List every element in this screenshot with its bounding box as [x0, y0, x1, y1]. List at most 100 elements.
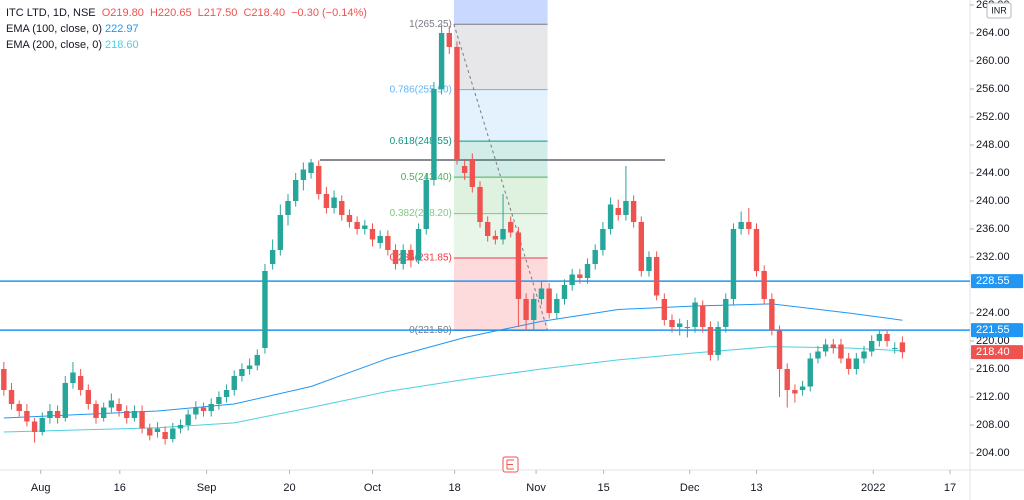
candle-body	[269, 249, 276, 264]
x-tick-label: 18	[449, 482, 461, 494]
candle-body	[16, 403, 22, 411]
x-tick-label: Sep	[197, 482, 217, 494]
candle-body	[85, 389, 92, 404]
y-tick-label: 236.00	[976, 223, 1010, 235]
candle-body	[531, 298, 537, 320]
candle-body	[116, 403, 122, 411]
fib-zone	[453, 177, 548, 214]
price-label-box	[971, 274, 1023, 289]
candle-body	[300, 169, 307, 180]
candle-body	[484, 221, 491, 236]
candle-body	[822, 344, 829, 352]
candle-body	[700, 305, 706, 327]
currency-box[interactable]	[986, 2, 1012, 19]
candle-body	[845, 358, 852, 369]
y-tick-label: 260.00	[976, 55, 1010, 67]
symbol-row: ITC LTD, 1D, NSE O219.80 H220.65 L217.50…	[6, 5, 370, 21]
candle-body	[508, 221, 514, 233]
candle-body	[876, 333, 883, 341]
candle-body	[47, 410, 53, 418]
candle-body	[323, 193, 330, 208]
candle-body	[24, 410, 30, 422]
ema-value: 222.97	[105, 23, 139, 35]
candle-body	[346, 214, 353, 222]
candle-body	[446, 32, 452, 47]
candle-body	[423, 179, 429, 229]
candle-body	[316, 165, 322, 194]
ema-value: 218.60	[105, 39, 139, 51]
candle-body	[70, 372, 76, 383]
candle-body	[254, 354, 260, 366]
y-tick-label: 248.00	[976, 139, 1010, 151]
candle-body	[292, 179, 299, 201]
candle-body	[262, 270, 268, 348]
y-tick-label: 256.00	[976, 83, 1010, 95]
candle-body	[815, 351, 821, 359]
candle-body	[861, 351, 867, 359]
candle-body	[853, 358, 860, 369]
candle-body	[93, 403, 99, 418]
candle-body	[216, 396, 222, 404]
ema-name: EMA (100, close, 0)	[6, 23, 102, 35]
candle-body	[676, 323, 683, 327]
candle-body	[185, 414, 191, 425]
candle-body	[792, 389, 798, 394]
candle-body	[8, 389, 15, 404]
ema-legend-row: EMA (100, close, 0) 222.97	[6, 21, 370, 37]
symbol: ITC LTD, 1D, NSE	[6, 7, 96, 19]
candle-body	[538, 288, 545, 299]
candle-body	[692, 302, 698, 327]
candle-body	[339, 200, 345, 215]
candle-body	[592, 249, 598, 264]
candle-body	[884, 333, 890, 341]
x-tick-label: 2022	[861, 482, 885, 494]
candle-body	[400, 249, 406, 264]
fib-label: 1(265.25)	[409, 19, 452, 30]
x-tick-label: 16	[114, 482, 126, 494]
x-tick-label: 15	[598, 482, 610, 494]
candle-body	[769, 298, 775, 331]
candle-body	[454, 46, 460, 159]
candle-body	[838, 344, 844, 359]
fib-label: 0.786(255.90)	[390, 84, 452, 95]
candle-body	[684, 326, 691, 328]
ema-legend: EMA (100, close, 0) 222.97 EMA (200, close…	[6, 21, 370, 53]
candle-body	[285, 200, 291, 215]
y-tick-label: 264.00	[976, 27, 1010, 39]
candle-body	[469, 158, 476, 187]
y-tick-label: 208.00	[976, 419, 1010, 431]
candle-body	[162, 431, 168, 439]
candle-body	[746, 221, 752, 229]
candle-body	[377, 235, 383, 243]
candle-body	[738, 221, 744, 229]
price-label-box	[971, 345, 1023, 360]
fib-zone	[453, 24, 548, 90]
candle-body	[415, 228, 422, 261]
candle-body	[707, 326, 714, 355]
x-tick-label: Dec	[680, 482, 700, 494]
x-tick-label: Nov	[526, 482, 546, 494]
y-tick-label: 216.00	[976, 363, 1010, 375]
candle-body	[200, 407, 207, 411]
candle-body	[723, 298, 729, 327]
candle-body	[1, 368, 7, 390]
candle-body	[362, 225, 368, 229]
candle-body	[523, 298, 529, 320]
candle-body	[600, 228, 606, 250]
x-tick-label: Aug	[31, 482, 51, 494]
candle-body	[369, 228, 376, 240]
x-tick-label: 20	[283, 482, 295, 494]
fib-trend-line	[453, 24, 549, 331]
candle-body	[807, 358, 813, 387]
x-tick-label: Oct	[364, 482, 381, 494]
ohlc: O219.80	[101, 7, 144, 19]
candle-body	[154, 428, 161, 432]
candle-body	[799, 386, 806, 390]
fib-zone	[453, 89, 548, 142]
x-tick-label: 13	[750, 482, 762, 494]
candle-body	[646, 256, 652, 271]
candle-body	[231, 375, 237, 390]
price-label: 221.55	[976, 324, 1010, 336]
candle-body	[500, 228, 506, 240]
